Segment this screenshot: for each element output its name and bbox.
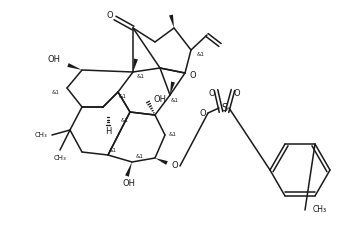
Text: OH: OH [153, 94, 166, 104]
Text: O: O [209, 89, 215, 99]
Polygon shape [169, 15, 174, 28]
Text: &1: &1 [119, 94, 127, 99]
Polygon shape [125, 162, 132, 177]
Text: S: S [221, 103, 227, 113]
Text: &1: &1 [169, 133, 177, 138]
Polygon shape [133, 59, 138, 72]
Text: &1: &1 [137, 74, 145, 79]
Text: &1: &1 [136, 155, 144, 160]
Text: &1: &1 [171, 98, 179, 103]
Text: H: H [105, 128, 111, 136]
Text: &1: &1 [51, 91, 59, 96]
Text: O: O [234, 89, 240, 99]
Text: &1: &1 [109, 148, 117, 153]
Text: OH: OH [47, 55, 60, 64]
Polygon shape [170, 81, 175, 95]
Text: &1: &1 [197, 52, 205, 57]
Text: CH₃: CH₃ [34, 132, 47, 138]
Text: O: O [200, 109, 206, 118]
Polygon shape [67, 63, 82, 70]
Text: O: O [190, 71, 196, 79]
Text: O: O [107, 12, 113, 20]
Text: CH₃: CH₃ [53, 155, 67, 161]
Text: O: O [172, 161, 178, 170]
Text: CH₃: CH₃ [313, 205, 327, 215]
Text: &1: &1 [121, 118, 129, 123]
Text: OH: OH [122, 180, 136, 188]
Polygon shape [155, 158, 168, 165]
